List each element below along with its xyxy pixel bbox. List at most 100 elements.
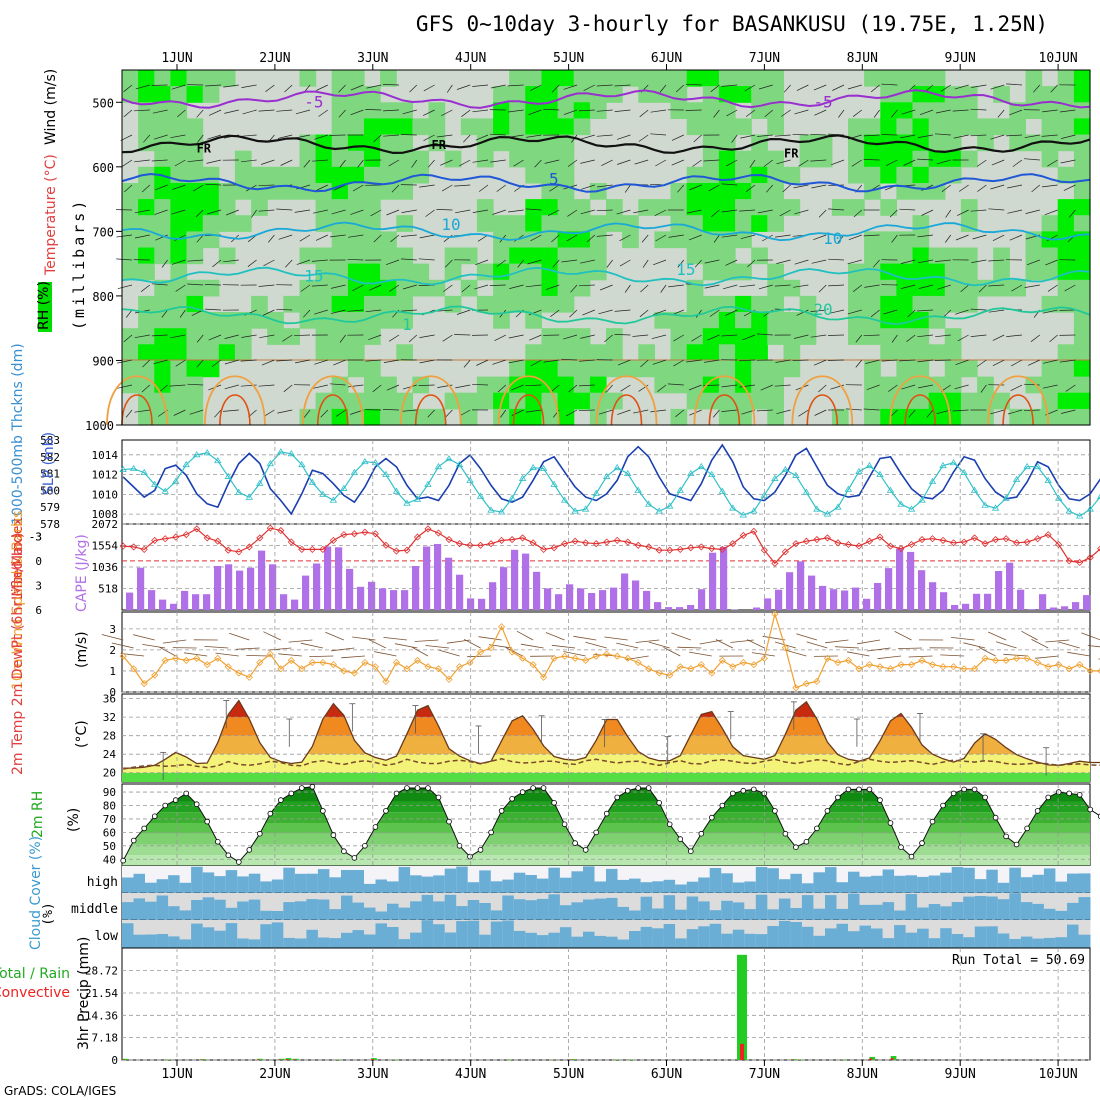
wind-speed-point bbox=[592, 652, 600, 660]
precip-bar bbox=[570, 1059, 577, 1060]
wind-barb bbox=[561, 259, 578, 263]
wind-speed-point bbox=[1055, 661, 1063, 669]
rh-cell bbox=[735, 199, 752, 216]
wind-barb bbox=[1042, 109, 1058, 113]
cloud-cell bbox=[1032, 938, 1045, 948]
lifted-index-point bbox=[1065, 557, 1073, 565]
wind-barb bbox=[352, 284, 364, 292]
wind-barb bbox=[1043, 359, 1058, 364]
lifted-index-point bbox=[413, 533, 422, 541]
wind-barb bbox=[311, 159, 328, 162]
wind-barb bbox=[152, 109, 168, 114]
temp-unit-label: (°C) bbox=[74, 720, 90, 748]
wind-barb bbox=[529, 334, 542, 341]
wind-barb bbox=[774, 134, 791, 137]
wind-barb bbox=[952, 109, 969, 112]
cloud-cell bbox=[364, 883, 376, 893]
lifted-index-point bbox=[876, 533, 884, 541]
rh-cell bbox=[1073, 295, 1091, 313]
wind-barb bbox=[313, 209, 328, 214]
surface-barb bbox=[229, 632, 250, 641]
isotherm-line bbox=[121, 172, 1091, 193]
rh-cell bbox=[928, 118, 946, 136]
rh-cell bbox=[1041, 86, 1059, 103]
wind-speed-point bbox=[676, 663, 684, 671]
slp-point bbox=[1086, 505, 1094, 512]
rh-cell bbox=[767, 376, 784, 394]
wind-barb bbox=[151, 334, 168, 337]
wind-barb bbox=[369, 284, 382, 291]
cape-bar bbox=[324, 546, 332, 610]
rh-point bbox=[341, 848, 347, 854]
wind-barb bbox=[251, 209, 257, 218]
surface-barb bbox=[368, 639, 387, 649]
slp-point bbox=[1097, 493, 1100, 499]
rh-cell bbox=[1057, 70, 1075, 87]
cloud-cell bbox=[894, 875, 907, 893]
wind-barb bbox=[991, 159, 1005, 166]
wind-barb bbox=[1045, 259, 1058, 266]
cloud-cell bbox=[744, 933, 757, 948]
rh-cell bbox=[202, 70, 220, 87]
wind-barb bbox=[315, 234, 328, 241]
wind-barb bbox=[847, 259, 862, 265]
wind-speed-point bbox=[497, 623, 506, 631]
cloud-cell bbox=[421, 876, 434, 893]
wind-barb bbox=[798, 409, 809, 417]
hot-contour bbox=[610, 394, 643, 426]
rh2m-axis-label: 2m RH bbox=[30, 791, 46, 838]
wind-barb bbox=[655, 159, 667, 167]
wind-barb bbox=[1050, 84, 1058, 93]
wind-barb bbox=[1033, 84, 1041, 93]
rh-cell bbox=[186, 86, 204, 103]
wind-barb bbox=[423, 134, 435, 142]
wind-speed-point bbox=[750, 661, 758, 669]
wind-barb bbox=[240, 134, 257, 137]
cloud-cell bbox=[778, 898, 791, 920]
wind-speed-point bbox=[729, 663, 737, 671]
rh-cell bbox=[154, 150, 171, 168]
rh-cell bbox=[880, 376, 897, 394]
isotherm-line bbox=[121, 305, 1091, 326]
cloud-cell bbox=[1009, 939, 1022, 948]
wind-barb bbox=[654, 209, 667, 217]
rh-cell bbox=[718, 102, 736, 119]
cloud-cell bbox=[559, 877, 572, 893]
rh-cell bbox=[702, 150, 720, 168]
rh-cell bbox=[299, 279, 317, 297]
surface-barb bbox=[352, 636, 376, 641]
rh-point bbox=[1034, 808, 1041, 814]
rh-cell bbox=[702, 392, 720, 410]
cape-bar bbox=[621, 573, 629, 610]
rh-cell bbox=[960, 408, 978, 426]
cloud-cell bbox=[479, 870, 492, 893]
wind-barb bbox=[224, 359, 239, 365]
pressure-y-labels: RH (%) Temperature (°C) Wind (m/s) (mill… bbox=[36, 69, 88, 332]
cloud-cell bbox=[179, 939, 192, 948]
wind-barb bbox=[1046, 234, 1058, 242]
surface-barb bbox=[616, 642, 639, 649]
cloud-cell bbox=[594, 881, 607, 893]
wind-barb bbox=[170, 334, 186, 339]
wind-barb bbox=[990, 409, 1005, 415]
rh-cell bbox=[444, 295, 462, 313]
total-rain-label: Total / Rain bbox=[0, 966, 70, 982]
rh-cell bbox=[912, 247, 930, 265]
wind-barb bbox=[329, 383, 346, 386]
bottom-x-tick-label: 4JUN bbox=[455, 1067, 486, 1082]
wind-barb bbox=[810, 133, 827, 136]
isotherm-line bbox=[121, 89, 1091, 109]
cape-bar bbox=[753, 607, 761, 610]
wind-barb bbox=[686, 209, 702, 214]
wind-barb bbox=[141, 384, 151, 393]
wind-barb bbox=[990, 134, 1005, 140]
wind-barb bbox=[685, 109, 702, 111]
wind-barb bbox=[988, 284, 1005, 287]
wind-barb bbox=[586, 234, 596, 243]
cloud-cell bbox=[709, 868, 722, 893]
rh-cell bbox=[122, 86, 139, 103]
wind-barb bbox=[497, 384, 507, 393]
rh-cell bbox=[331, 102, 349, 119]
bottom-x-tick-label: 10JUN bbox=[1039, 1067, 1078, 1082]
wind-speed-point bbox=[992, 656, 1000, 664]
